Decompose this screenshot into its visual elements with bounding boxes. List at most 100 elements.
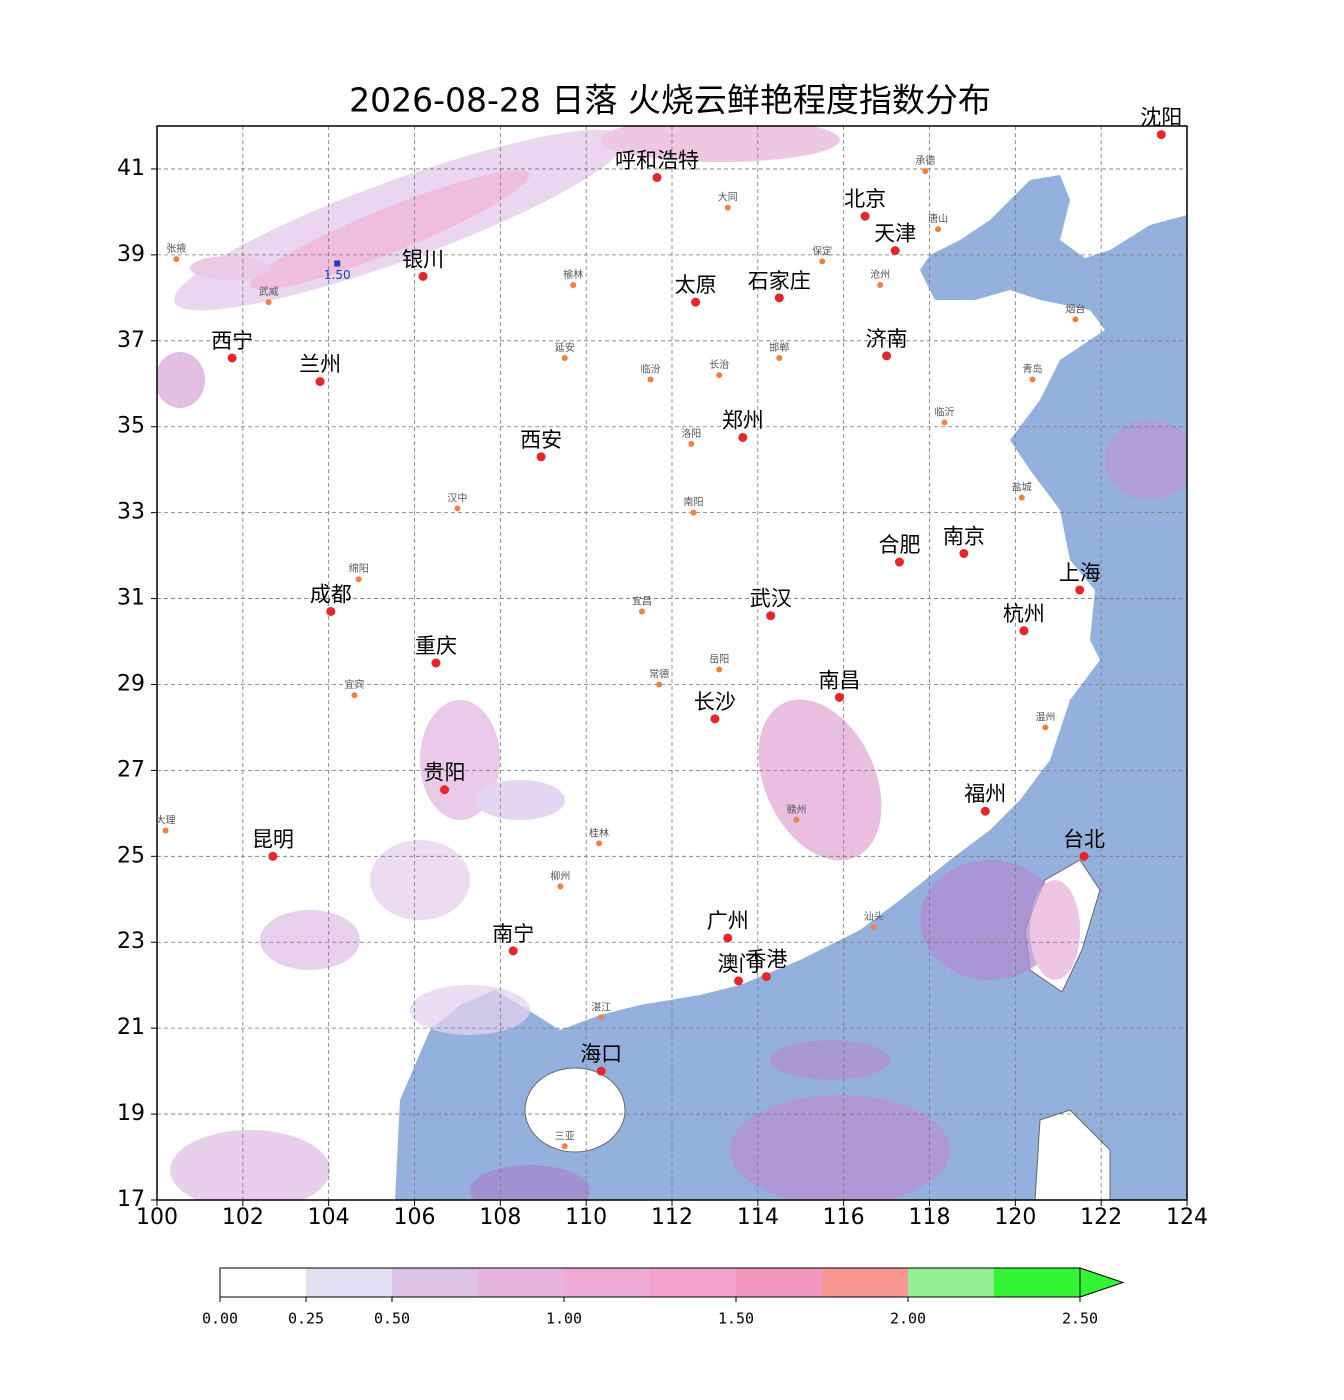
city-dot (1019, 626, 1029, 636)
city-dot (431, 658, 441, 668)
town-label: 烟台 (1065, 302, 1085, 315)
city-label: 台北 (1063, 827, 1105, 851)
city-dot (761, 972, 771, 982)
x-tick-label: 108 (479, 1205, 521, 1230)
town-label: 常德 (649, 667, 669, 680)
town-label: 汕头 (864, 911, 884, 923)
max-marker-label: 1.50 (324, 268, 351, 282)
city-dot (734, 976, 744, 986)
city-label: 天津 (874, 222, 916, 246)
town-label: 绵阳 (349, 562, 369, 575)
town-dot (922, 168, 929, 175)
town-label: 承德 (915, 154, 935, 167)
city-label: 兰州 (299, 353, 341, 377)
town-dot (265, 299, 272, 306)
x-tick-label: 122 (1080, 1205, 1122, 1230)
city-label: 昆明 (252, 827, 294, 851)
x-tick-label: 110 (565, 1205, 607, 1230)
y-tick-label: 21 (117, 1015, 145, 1040)
town-dot (557, 883, 564, 890)
town-dot (1029, 376, 1036, 383)
y-tick-label: 39 (117, 242, 145, 267)
town-label: 长治 (709, 358, 729, 371)
town-label: 三亚 (555, 1131, 575, 1142)
city-dot (418, 271, 428, 281)
city-dot (834, 692, 844, 702)
city-label: 福州 (964, 782, 1006, 806)
town-label: 柳州 (550, 869, 570, 882)
city-label: 澳门 (718, 952, 760, 976)
colorbar-tick-label: 0.50 (374, 1310, 410, 1328)
town-dot (870, 924, 877, 931)
town-dot (656, 681, 663, 688)
hainan-island (524, 1067, 626, 1153)
town-dot (638, 608, 645, 615)
town-dot (561, 354, 568, 361)
city-dot (315, 377, 325, 387)
city-dot (766, 611, 776, 621)
city-label: 北京 (844, 187, 886, 211)
colorbar-extend (1079, 1267, 1125, 1298)
town-dot (561, 1143, 568, 1150)
y-tick-label: 17 (117, 1187, 145, 1212)
town-label: 温州 (1035, 711, 1055, 723)
town-dot (570, 281, 577, 288)
town-dot (1042, 724, 1049, 731)
city-dot (596, 1066, 606, 1076)
city-label: 呼和浩特 (615, 149, 699, 173)
colorbar-bin (564, 1268, 650, 1297)
x-tick-label: 104 (308, 1205, 350, 1230)
colorbar-bin (650, 1268, 736, 1297)
colorbar-bin (220, 1268, 306, 1297)
map-title: 2026-08-28 日落 火烧云鲜艳程度指数分布 (349, 81, 991, 120)
y-tick-label: 19 (117, 1101, 145, 1126)
town-dot (724, 204, 731, 211)
colorbar-bin (736, 1268, 822, 1297)
y-tick-label: 25 (117, 843, 145, 868)
colorbar-tick-label: 0.00 (202, 1310, 238, 1328)
town-dot (454, 505, 461, 512)
city-dot (440, 785, 450, 795)
town-label: 延安 (555, 341, 575, 354)
town-label: 张掖 (166, 242, 186, 255)
colorbar-bin (478, 1268, 564, 1297)
town-label: 邯郸 (769, 341, 789, 354)
city-dot (326, 606, 336, 616)
city-label: 上海 (1059, 561, 1101, 585)
x-tick-label: 106 (394, 1205, 436, 1230)
city-label: 贵阳 (424, 761, 466, 785)
town-label: 青岛 (1023, 362, 1043, 375)
town-label: 武威 (259, 285, 279, 298)
town-label: 大理 (156, 814, 176, 827)
city-label: 南昌 (818, 668, 860, 692)
town-dot (877, 281, 884, 288)
colorbar-bin (306, 1268, 392, 1297)
city-dot (959, 548, 969, 558)
city-dot (652, 173, 662, 183)
city-dot (1079, 851, 1089, 861)
city-label: 广州 (707, 909, 749, 933)
city-dot (536, 452, 546, 462)
city-label: 长沙 (694, 690, 736, 714)
city-label: 重庆 (415, 634, 457, 658)
city-dot (1156, 130, 1166, 140)
city-dot (882, 351, 892, 361)
y-tick-label: 41 (117, 156, 145, 181)
town-label: 大同 (718, 191, 738, 204)
town-dot (173, 256, 180, 263)
x-tick-label: 124 (1166, 1205, 1208, 1230)
colorbar-tick-label: 1.00 (546, 1310, 582, 1328)
colorbar-bin (822, 1268, 908, 1297)
city-label: 西宁 (211, 329, 253, 353)
y-tick-label: 35 (117, 414, 145, 439)
city-label: 银川 (402, 247, 444, 271)
town-dot (776, 354, 783, 361)
y-tick-label: 37 (117, 328, 145, 353)
town-label: 唐山 (928, 212, 948, 225)
city-dot (268, 851, 278, 861)
x-tick-label: 100 (136, 1205, 178, 1230)
town-dot (935, 226, 942, 233)
town-dot (1018, 494, 1025, 501)
town-dot (688, 440, 695, 447)
